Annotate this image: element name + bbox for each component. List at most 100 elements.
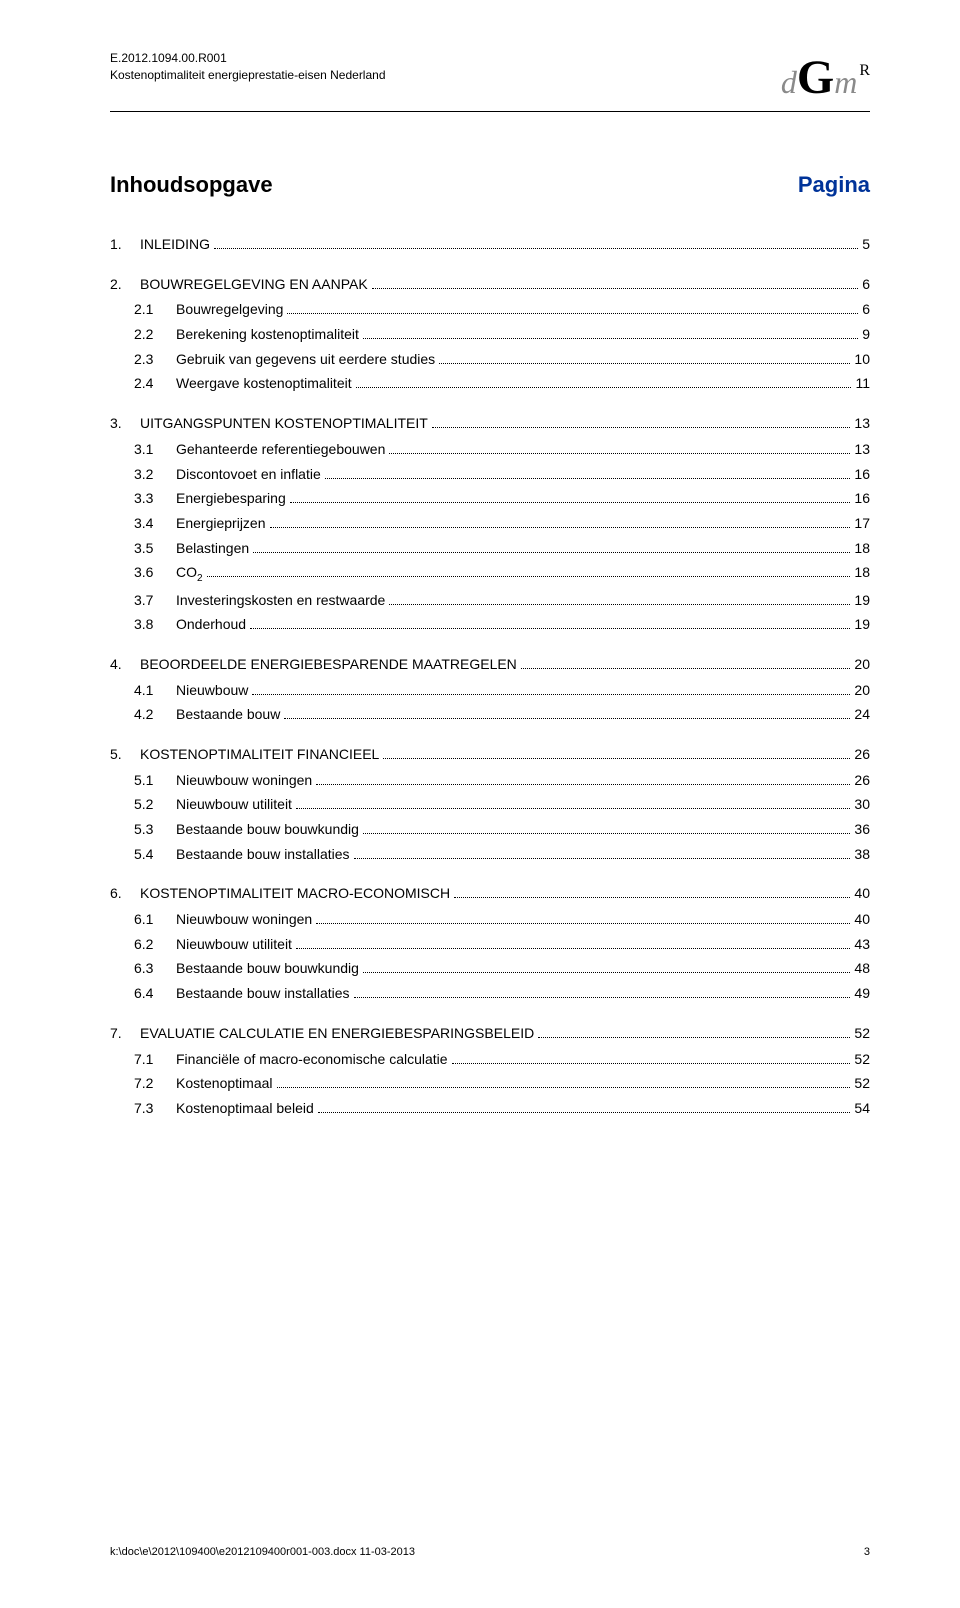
toc-entry[interactable]: 3.UITGANGSPUNTEN KOSTENOPTIMALITEIT 13 <box>110 413 870 435</box>
toc-entry[interactable]: 6.KOSTENOPTIMALITEIT MACRO-ECONOMISCH40 <box>110 883 870 905</box>
toc-page: 54 <box>854 1098 870 1120</box>
toc-number: 3. <box>110 413 140 435</box>
toc-leader-dots <box>250 617 850 630</box>
toc-page: 52 <box>854 1023 870 1045</box>
toc-leader-dots <box>354 986 851 999</box>
toc-number: 2.4 <box>134 373 176 395</box>
toc-page: 6 <box>862 274 870 296</box>
toc-entry[interactable]: 5.3Bestaande bouw bouwkundig36 <box>110 819 870 841</box>
toc-label: Energiebesparing <box>176 488 286 510</box>
toc-leader-dots <box>287 302 858 315</box>
toc-label: INLEIDING <box>140 234 210 256</box>
logo-r-icon: R <box>859 62 870 80</box>
toc-leader-dots <box>439 351 850 364</box>
toc-entry[interactable]: 4.2Bestaande bouw24 <box>110 704 870 726</box>
toc-entry[interactable]: 6.3Bestaande bouw bouwkundig48 <box>110 958 870 980</box>
toc-entry[interactable]: 2.1Bouwregelgeving6 <box>110 299 870 321</box>
toc-page: 19 <box>854 590 870 612</box>
toc-entry[interactable]: 3.4Energieprijzen17 <box>110 513 870 535</box>
toc-number: 6.4 <box>134 983 176 1005</box>
toc-leader-dots <box>316 772 850 785</box>
toc-entry[interactable]: 3.7Investeringskosten en restwaarde19 <box>110 590 870 612</box>
doc-reference: E.2012.1094.00.R001 <box>110 50 386 67</box>
toc-label: UITGANGSPUNTEN KOSTENOPTIMALITEIT <box>140 413 428 435</box>
toc-label: KOSTENOPTIMALITEIT FINANCIEEL <box>140 744 379 766</box>
toc-label: Nieuwbouw utiliteit <box>176 934 292 956</box>
toc-number: 7.3 <box>134 1098 176 1120</box>
footer-path: k:\doc\e\2012\109400\e2012109400r001-003… <box>110 1546 415 1558</box>
toc-entry[interactable]: 2.4Weergave kostenoptimaliteit11 <box>110 373 870 395</box>
toc-label: Nieuwbouw <box>176 680 248 702</box>
toc-page: 26 <box>854 744 870 766</box>
toc-page: 17 <box>854 513 870 535</box>
toc-number: 5.3 <box>134 819 176 841</box>
toc-entry[interactable]: 6.2Nieuwbouw utiliteit43 <box>110 934 870 956</box>
toc-page: 5 <box>862 234 870 256</box>
toc-entry[interactable]: 6.1Nieuwbouw woningen40 <box>110 909 870 931</box>
toc-page: 30 <box>854 794 870 816</box>
toc-title-row: Inhoudsopgave Pagina <box>110 172 870 198</box>
toc-number: 5.4 <box>134 844 176 866</box>
toc-entry[interactable]: 4.1Nieuwbouw 20 <box>110 680 870 702</box>
header-ref-block: E.2012.1094.00.R001 Kostenoptimaliteit e… <box>110 50 386 84</box>
toc-entry[interactable]: 2.3Gebruik van gegevens uit eerdere stud… <box>110 349 870 371</box>
toc-entry[interactable]: 5.KOSTENOPTIMALITEIT FINANCIEEL 26 <box>110 744 870 766</box>
toc-entry[interactable]: 3.6CO218 <box>110 562 870 586</box>
toc-entry[interactable]: 5.2Nieuwbouw utiliteit30 <box>110 794 870 816</box>
toc-number: 2.1 <box>134 299 176 321</box>
toc-page: 26 <box>854 770 870 792</box>
toc-page: 13 <box>854 413 870 435</box>
toc-page: 43 <box>854 934 870 956</box>
toc-number: 5.1 <box>134 770 176 792</box>
toc-leader-dots <box>538 1025 850 1038</box>
toc-label: EVALUATIE CALCULATIE EN ENERGIEBESPARING… <box>140 1023 534 1045</box>
toc-leader-dots <box>452 1051 851 1064</box>
toc-entry[interactable]: 1.INLEIDING5 <box>110 234 870 256</box>
logo-d-icon: d <box>781 64 797 101</box>
toc-entry[interactable]: 5.4Bestaande bouw installaties38 <box>110 844 870 866</box>
toc-label: Financiële of macro-economische calculat… <box>176 1049 448 1071</box>
toc-leader-dots <box>454 886 850 899</box>
toc-entry[interactable]: 5.1Nieuwbouw woningen26 <box>110 770 870 792</box>
toc-label: Nieuwbouw utiliteit <box>176 794 292 816</box>
toc-number: 5. <box>110 744 140 766</box>
toc-leader-dots <box>363 821 851 834</box>
page-header: E.2012.1094.00.R001 Kostenoptimaliteit e… <box>110 50 870 112</box>
toc-entry[interactable]: 3.5Belastingen18 <box>110 538 870 560</box>
toc-page: 16 <box>854 464 870 486</box>
toc-number: 3.3 <box>134 488 176 510</box>
toc-leader-dots <box>363 326 858 339</box>
toc-page: 18 <box>854 562 870 584</box>
page-footer: k:\doc\e\2012\109400\e2012109400r001-003… <box>110 1546 870 1558</box>
toc-number: 3.2 <box>134 464 176 486</box>
toc-leader-dots <box>354 846 851 859</box>
company-logo: d G m R <box>781 50 870 105</box>
toc-leader-dots <box>214 236 858 249</box>
toc-entry[interactable]: 3.1Gehanteerde referentiegebouwen13 <box>110 439 870 461</box>
toc-page: 6 <box>862 299 870 321</box>
toc-number: 6.1 <box>134 909 176 931</box>
toc-entry[interactable]: 7.1Financiële of macro-economische calcu… <box>110 1049 870 1071</box>
toc-entry[interactable]: 7.EVALUATIE CALCULATIE EN ENERGIEBESPARI… <box>110 1023 870 1045</box>
document-page: E.2012.1094.00.R001 Kostenoptimaliteit e… <box>0 0 960 1608</box>
toc-label: Energieprijzen <box>176 513 266 535</box>
toc-entry[interactable]: 3.8Onderhoud19 <box>110 614 870 636</box>
toc-page: 52 <box>854 1049 870 1071</box>
toc-page: 48 <box>854 958 870 980</box>
toc-number: 4.1 <box>134 680 176 702</box>
toc-entry[interactable]: 3.3Energiebesparing16 <box>110 488 870 510</box>
toc-page: 9 <box>862 324 870 346</box>
toc-leader-dots <box>363 961 851 974</box>
toc-entry[interactable]: 2.BOUWREGELGEVING EN AANPAK6 <box>110 274 870 296</box>
toc-entry[interactable]: 3.2Discontovoet en inflatie16 <box>110 464 870 486</box>
toc-entry[interactable]: 6.4Bestaande bouw installaties49 <box>110 983 870 1005</box>
toc-entry[interactable]: 2.2Berekening kostenoptimaliteit9 <box>110 324 870 346</box>
toc-entry[interactable]: 7.3Kostenoptimaal beleid 54 <box>110 1098 870 1120</box>
toc-label: BEOORDEELDE ENERGIEBESPARENDE MAATREGELE… <box>140 654 517 676</box>
toc-page: 40 <box>854 883 870 905</box>
toc-entry[interactable]: 7.2Kostenoptimaal52 <box>110 1073 870 1095</box>
toc-entry[interactable]: 4.BEOORDEELDE ENERGIEBESPARENDE MAATREGE… <box>110 654 870 676</box>
toc-label: Kostenoptimaal beleid <box>176 1098 314 1120</box>
table-of-contents: 1.INLEIDING52.BOUWREGELGEVING EN AANPAK6… <box>110 234 870 1120</box>
toc-page: 20 <box>854 680 870 702</box>
